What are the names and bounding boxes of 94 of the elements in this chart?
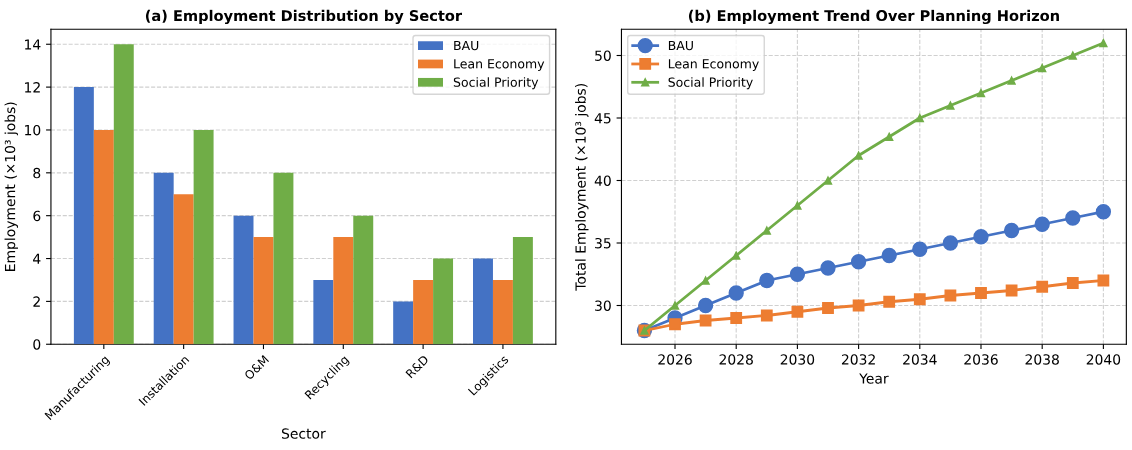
- point: [1095, 204, 1112, 220]
- point: [885, 132, 894, 141]
- x-tick-label: 2032: [841, 354, 875, 365]
- chart-title: (b) Employment Trend Over Planning Horizon: [688, 9, 1059, 25]
- point: [669, 318, 681, 331]
- point: [822, 302, 834, 314]
- point: [762, 226, 771, 235]
- legend-label: Lean Economy: [668, 59, 759, 71]
- point: [942, 235, 959, 251]
- bar: [433, 258, 454, 345]
- y-tick-label: 6: [33, 210, 41, 222]
- y-tick-label: 12: [25, 82, 40, 93]
- y-tick-label: 10: [25, 124, 41, 136]
- point: [883, 295, 896, 308]
- point: [1034, 216, 1050, 232]
- x-tick-label: 2036: [964, 354, 998, 365]
- point: [915, 113, 924, 123]
- point: [854, 151, 863, 160]
- point: [913, 293, 926, 306]
- point: [701, 276, 710, 285]
- y-tick-label: 8: [33, 167, 41, 179]
- bar: [393, 301, 414, 345]
- point: [820, 260, 836, 276]
- point: [852, 299, 865, 312]
- x-tick-label: 2040: [1086, 354, 1121, 365]
- y-tick-label: 30: [595, 300, 611, 311]
- bar: [492, 279, 513, 345]
- bar: [73, 87, 94, 345]
- point: [697, 297, 714, 314]
- point: [732, 251, 741, 260]
- point: [759, 272, 775, 289]
- y-axis-title: Total Employment (×10³ jobs): [575, 84, 589, 291]
- point: [944, 289, 957, 302]
- point: [1007, 76, 1016, 85]
- point: [793, 201, 802, 210]
- point: [1003, 222, 1020, 239]
- legend-label: Social Priority: [668, 77, 753, 90]
- point: [699, 314, 712, 327]
- x-tick-label: 2030: [780, 354, 815, 365]
- y-tick-label: 0: [33, 339, 41, 350]
- point: [670, 301, 680, 310]
- x-tick-label: 2038: [1025, 354, 1059, 365]
- point: [1065, 210, 1081, 226]
- legend-label: BAU: [668, 40, 693, 51]
- point: [1099, 38, 1108, 48]
- y-tick-label: 4: [33, 253, 41, 264]
- bar: [333, 237, 354, 345]
- point: [1068, 51, 1077, 60]
- point: [973, 229, 989, 245]
- bar: [512, 237, 533, 345]
- x-axis-title: Sector: [281, 428, 326, 439]
- x-tick-label: 2026: [658, 354, 692, 365]
- y-axis-title: Employment (×10³ jobs): [4, 102, 18, 271]
- x-tick-label: 2034: [903, 354, 937, 365]
- point: [1066, 277, 1079, 289]
- point: [728, 285, 744, 301]
- bar: [193, 129, 214, 345]
- point: [946, 101, 955, 110]
- y-tick-label: 14: [25, 39, 41, 50]
- x-tick-label: 2028: [719, 354, 753, 365]
- bar: [233, 215, 254, 345]
- point: [1097, 274, 1110, 287]
- bar: [153, 172, 174, 345]
- point: [791, 305, 804, 318]
- bar: [413, 279, 434, 345]
- point: [1036, 280, 1049, 293]
- point: [976, 88, 986, 98]
- bar: [313, 279, 334, 345]
- chart-title: (a) Employment Distribution by Sector: [145, 9, 463, 25]
- x-axis-title: Year: [859, 373, 889, 384]
- legend-label: BAU: [454, 40, 479, 51]
- point: [789, 266, 806, 282]
- bar: [173, 194, 194, 345]
- point: [975, 287, 987, 299]
- y-tick-label: 2: [33, 296, 40, 307]
- y-tick-label: 45: [594, 113, 611, 124]
- legend-label: Social Priority: [453, 77, 539, 90]
- point: [912, 241, 928, 257]
- point: [850, 254, 867, 270]
- bar: [273, 172, 294, 345]
- bar: [253, 237, 274, 345]
- bar: [473, 258, 493, 345]
- point: [1038, 63, 1047, 73]
- legend-label: Lean Economy: [454, 59, 545, 71]
- bar: [353, 215, 374, 345]
- y-tick-label: 40: [594, 175, 611, 186]
- bar: [93, 129, 114, 345]
- point: [823, 176, 833, 185]
- point: [881, 247, 897, 264]
- y-tick-label: 50: [595, 50, 611, 61]
- point: [760, 309, 773, 322]
- bar: [113, 44, 134, 345]
- point: [730, 312, 743, 324]
- y-tick-label: 35: [595, 237, 611, 249]
